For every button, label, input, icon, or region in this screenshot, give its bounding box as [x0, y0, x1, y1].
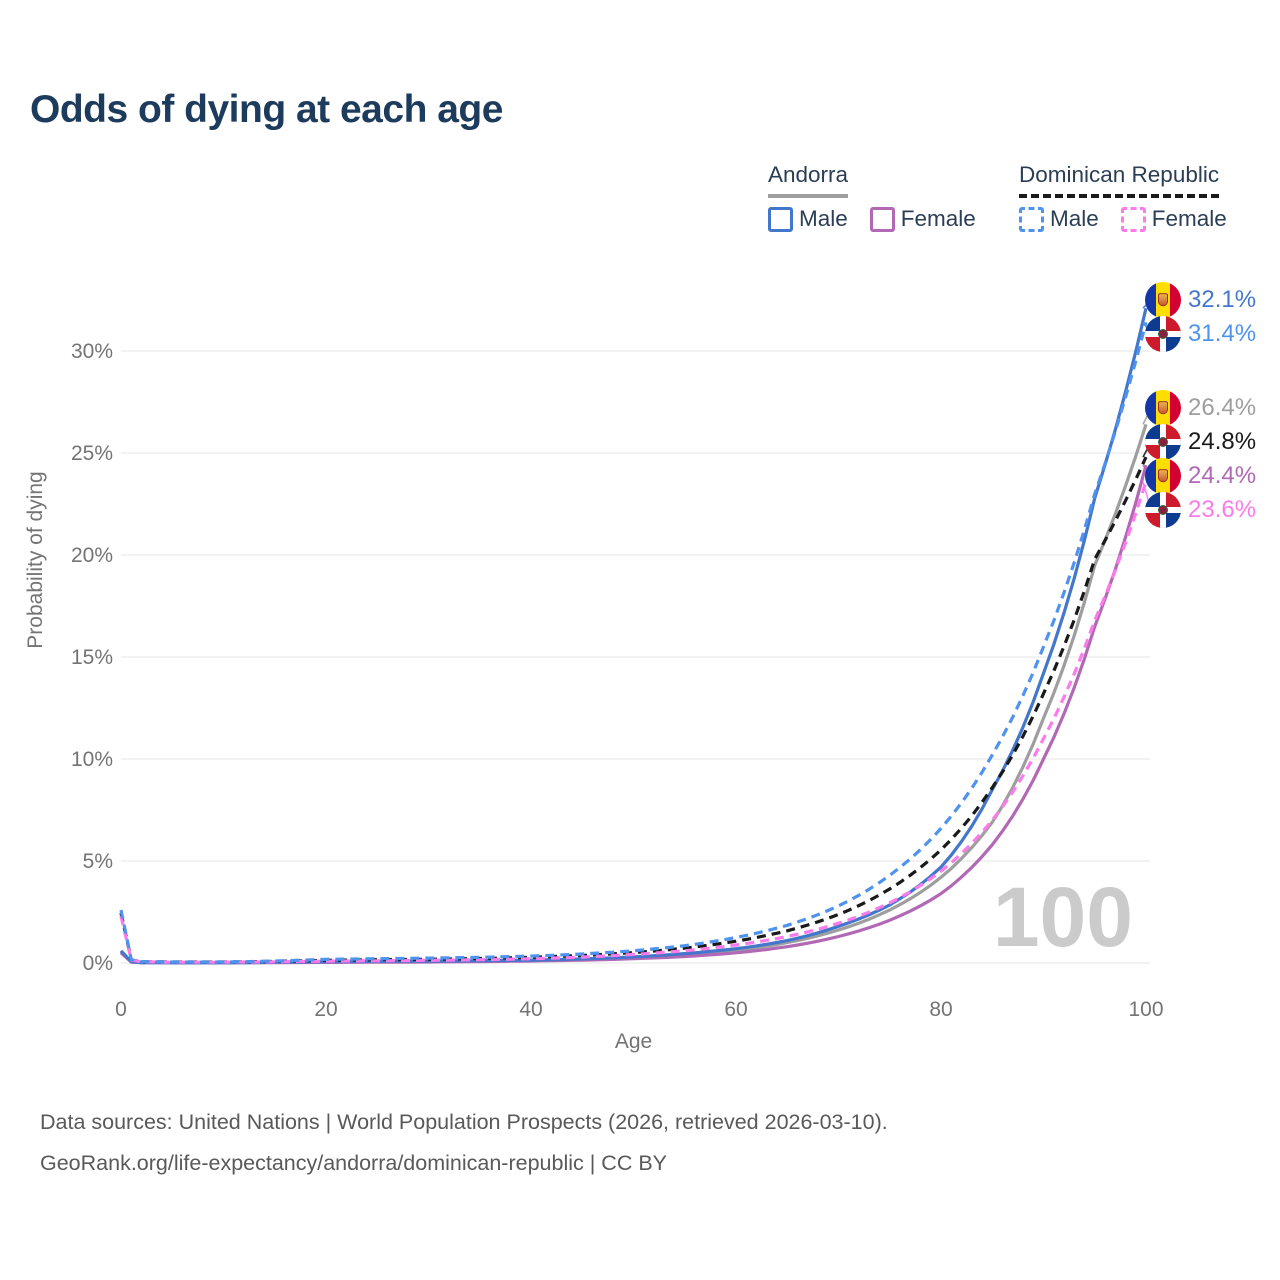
chart-title: Odds of dying at each age [30, 88, 503, 131]
legend-row-andorra: Male Female [768, 206, 976, 232]
footer-data-sources: Data sources: United Nations | World Pop… [40, 1110, 888, 1134]
y-axis-title: Probability of dying [24, 471, 47, 648]
dominican-republic-male-swatch-icon [1019, 206, 1044, 232]
end-label-value-andorra-both: 26.4% [1188, 394, 1257, 421]
end-label-andorra-both: 26.4% [1145, 390, 1256, 426]
age-watermark: 100 [993, 870, 1133, 964]
legend-label-andorra-female: Female [900, 206, 976, 231]
legend-label-dominican-republic-female: Female [1151, 206, 1227, 231]
y-tick-label: 20% [71, 544, 113, 567]
legend-item-dominican-republic-female[interactable]: Female [1120, 206, 1227, 232]
end-label-value-dominican-republic-female: 23.6% [1188, 496, 1257, 523]
legend-item-andorra-male[interactable]: Male [768, 206, 848, 232]
series-line-dominican-republic-male[interactable] [119, 321, 1148, 964]
series-line-dominican-republic-female[interactable] [119, 481, 1148, 964]
legend-label-andorra-male: Male [799, 206, 848, 231]
andorra-female-swatch-icon [869, 206, 895, 232]
andorra-male-swatch-icon [768, 206, 793, 232]
y-tick-label: 30% [71, 340, 113, 363]
dominican-republic-female-swatch-icon [1120, 206, 1146, 232]
end-label-andorra-male: 32.1% [1145, 282, 1256, 318]
end-label-dominican-republic-female: 23.6% [1145, 492, 1256, 528]
legend-group-dominican-republic: Dominican Republic Male Female [1019, 162, 1227, 232]
andorra-flag-icon [1145, 458, 1181, 494]
legend-country-dominican-republic[interactable]: Dominican Republic [1019, 162, 1220, 198]
dominican-republic-flag-icon [1145, 424, 1181, 460]
x-tick-label: 80 [929, 998, 952, 1021]
x-tick-label: 60 [724, 998, 747, 1021]
y-tick-label: 0% [83, 952, 113, 975]
legend-country-andorra[interactable]: Andorra [768, 162, 849, 198]
y-tick-label: 15% [71, 646, 113, 669]
legend-item-andorra-female[interactable]: Female [869, 206, 976, 232]
end-label-andorra-female: 24.4% [1145, 458, 1256, 494]
series-line-andorra-male[interactable] [119, 307, 1148, 965]
y-tick-label: 5% [83, 850, 113, 873]
legend-label-dominican-republic-male: Male [1050, 206, 1099, 231]
x-tick-label: 20 [314, 998, 337, 1021]
legend-item-dominican-republic-male[interactable]: Male [1019, 206, 1099, 232]
end-label-value-dominican-republic-male: 31.4% [1188, 320, 1257, 347]
y-tick-label: 25% [71, 442, 113, 465]
y-tick-label: 10% [71, 748, 113, 771]
series-line-dominican-republic-both[interactable] [119, 456, 1148, 964]
legend-row-dominican-republic: Male Female [1019, 206, 1227, 232]
legend-group-andorra: Andorra Male Female [768, 162, 976, 232]
footer-attribution: GeoRank.org/life-expectancy/andorra/domi… [40, 1151, 667, 1175]
x-tick-label: 40 [519, 998, 542, 1021]
footer: Data sources: United Nations | World Pop… [40, 1102, 888, 1184]
dominican-republic-flag-icon [1145, 492, 1181, 528]
x-tick-label: 100 [1128, 998, 1163, 1021]
end-label-dominican-republic-both: 24.8% [1145, 424, 1256, 460]
x-tick-label: 0 [115, 998, 127, 1021]
end-label-dominican-republic-male: 31.4% [1145, 316, 1256, 352]
andorra-flag-icon [1145, 390, 1181, 426]
x-axis-title: Age [615, 1030, 652, 1053]
end-label-value-andorra-male: 32.1% [1188, 286, 1257, 313]
andorra-flag-icon [1145, 282, 1181, 318]
dominican-republic-flag-icon [1145, 316, 1181, 352]
end-label-value-andorra-female: 24.4% [1188, 462, 1257, 489]
end-label-value-dominican-republic-both: 24.8% [1188, 428, 1257, 455]
